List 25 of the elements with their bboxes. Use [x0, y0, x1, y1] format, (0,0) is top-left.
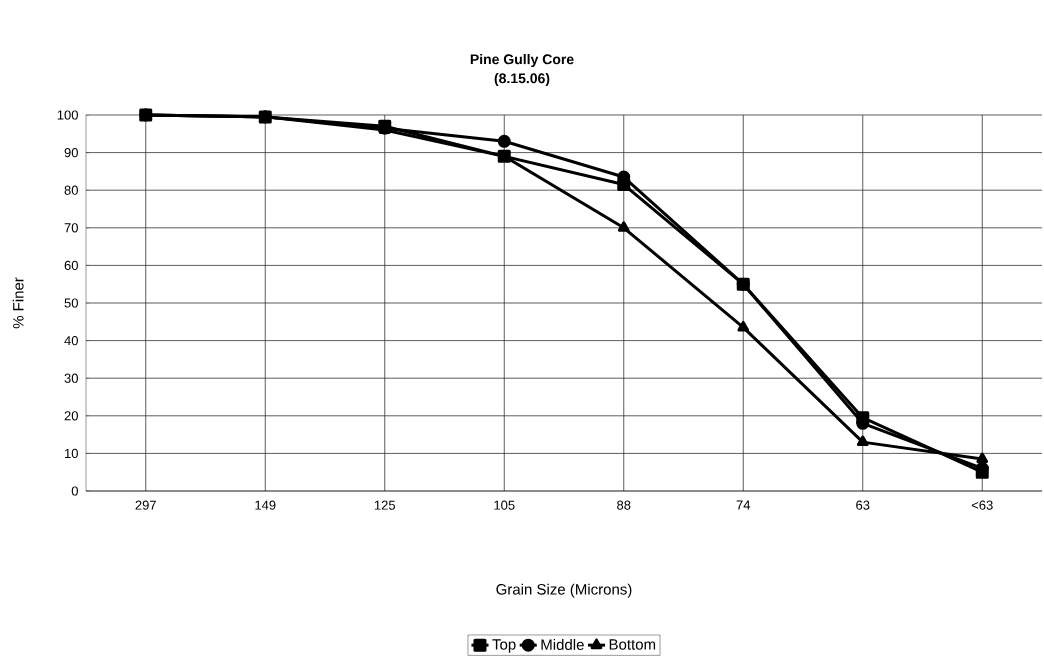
y-tick-label: 90 [64, 147, 78, 158]
x-tick-label: 149 [255, 500, 276, 510]
x-tick-label: 63 [856, 500, 870, 510]
y-tick-label: 10 [65, 448, 78, 458]
y-tick-label: 30 [64, 373, 78, 383]
legend-label: Top [492, 639, 516, 653]
y-tick-label: 100 [57, 110, 78, 120]
x-tick-label: 297 [135, 500, 156, 510]
y-axis-title: % Finer [12, 277, 24, 329]
y-tick-label: 20 [64, 411, 78, 421]
x-axis-title: Grain Size (Microns) [496, 583, 632, 598]
x-tick-label: 88 [617, 500, 631, 510]
x-tick-label: 125 [374, 500, 396, 510]
x-tick-label: <63 [971, 500, 993, 510]
y-tick-label: 60 [64, 260, 78, 270]
legend-label: Bottom [609, 639, 656, 650]
y-tick-label: 50 [64, 298, 78, 308]
x-tick-label: 74 [736, 500, 751, 510]
legend-label: Middle [541, 638, 584, 650]
y-tick-label: 40 [64, 336, 78, 346]
y-tick-label: 70 [64, 223, 78, 233]
y-tick-label: 0 [71, 486, 78, 496]
chart-title: Pine Gully Core (8.15.06) [470, 53, 574, 87]
y-tick-label: 80 [64, 185, 78, 195]
x-tick-label: 105 [494, 500, 515, 510]
